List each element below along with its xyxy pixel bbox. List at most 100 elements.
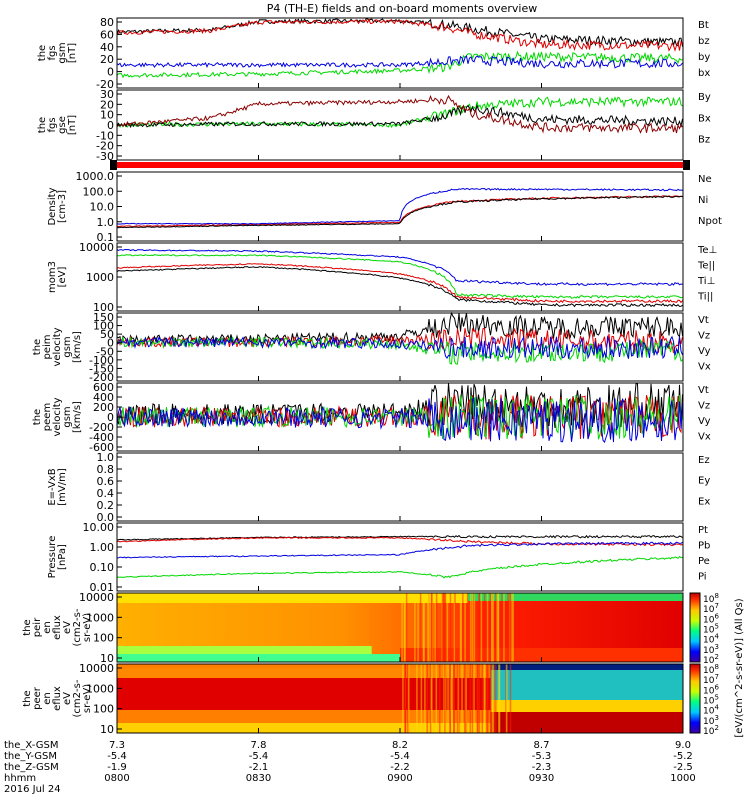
series-line-Vz <box>116 327 683 354</box>
y-tick-label: 100.0 <box>83 185 115 198</box>
legend-entry-Vy: Vy <box>698 346 711 357</box>
spectrogram-streak <box>503 593 505 662</box>
spectrogram-streak <box>509 664 512 733</box>
series-line-Ne <box>116 195 683 228</box>
xaxis-value: -2.3 <box>532 762 552 773</box>
y-tick-label: 0 <box>107 66 114 79</box>
spectrogram-streak <box>405 593 408 662</box>
spectrogram-streak <box>426 664 429 733</box>
spectrogram-streak <box>496 593 498 662</box>
spectrogram-streak <box>492 593 495 662</box>
spectrogram-streak <box>473 593 476 662</box>
legend-entry-Vt: Vt <box>698 385 709 396</box>
series-line-by <box>116 50 683 79</box>
xaxis-row-label: the_Y-GSM <box>4 751 57 762</box>
xaxis-value: -2.5 <box>673 762 693 773</box>
legend-entry-bz: bz <box>698 36 710 47</box>
y-tick-label: 50 <box>100 328 114 341</box>
y-tick-label: 400 <box>93 391 114 404</box>
y-tick-label: 0.1 <box>97 231 115 244</box>
panel-10: 10000 1000 100 10 the peer en eflux eV (cm2-s-sr-… <box>22 662 684 736</box>
xaxis-value: -1.9 <box>107 762 127 773</box>
spectrogram-streak <box>403 593 406 662</box>
series-line-Pe <box>116 555 683 579</box>
legend-entry-Pb: Pb <box>698 541 710 552</box>
y-tick-label: 0 <box>107 119 114 132</box>
y-axis-label: [cm-3] <box>57 190 68 223</box>
spectrogram-streak <box>497 593 500 662</box>
y-axis-label: peem <box>42 403 53 431</box>
colorbar-1 <box>689 663 701 734</box>
spectrogram-streak <box>427 593 429 662</box>
spectrogram-streak <box>483 664 485 733</box>
panel-4: 10000 1000 100 mom3 [eV] Te⊥ Te|| Ti⊥ Ti|| <box>47 241 717 314</box>
y-tick-label: 100 <box>93 632 114 645</box>
xaxis-value: 0930 <box>529 773 554 784</box>
series-line-Ni <box>116 195 683 229</box>
spectrogram-streak <box>486 593 489 662</box>
xaxis-value: -5.4 <box>390 751 410 762</box>
spectrogram-streak <box>414 593 416 662</box>
spectrogram-streak <box>443 664 445 733</box>
panel-frame <box>116 171 684 242</box>
series-line-Ti⊥ <box>116 248 683 287</box>
colorbar-tick-exponent: 8 <box>714 663 718 671</box>
spectrogram-streak <box>435 664 438 733</box>
xaxis-value: 0830 <box>246 773 271 784</box>
spectrogram-streak <box>420 664 423 733</box>
spectrogram-streak <box>466 593 469 662</box>
y-tick-label: 1.0 <box>97 451 115 464</box>
spectrogram-streak <box>480 593 483 662</box>
xaxis-value: 1000 <box>670 773 695 784</box>
spectrogram-streak <box>464 664 466 733</box>
electron-spectrogram-mid <box>490 700 683 712</box>
legend-entry-Ti||: Ti|| <box>697 292 713 303</box>
y-axis-label: en <box>42 692 53 705</box>
spectrogram-streak <box>464 593 466 662</box>
legend-entry-Vx: Vx <box>698 362 711 373</box>
legend-entry-Vz: Vz <box>698 331 710 342</box>
y-tick-label: -10 <box>96 129 114 142</box>
y-tick-label: 10.00 <box>83 521 115 534</box>
y-axis-label: peim <box>42 334 53 359</box>
electron-spectrogram-top <box>490 664 683 670</box>
y-axis-label: [nT] <box>67 115 78 135</box>
y-tick-label: 0.2 <box>97 499 115 512</box>
colorbar-label: [eV/(cm^2-s-sr-eV)] (All Qs) <box>734 598 745 737</box>
spectrogram-streak <box>447 664 449 733</box>
xaxis-value: 7.8 <box>251 740 267 751</box>
series-line-Pt <box>116 534 683 541</box>
y-axis-label: the <box>37 45 48 61</box>
y-axis-label: (cm2-s- <box>72 679 83 717</box>
y-tick-label: 60 <box>100 28 114 41</box>
spectrogram-streak <box>404 664 407 733</box>
y-axis-label: the <box>32 339 43 355</box>
series-line-Te⊥ <box>116 263 683 304</box>
colorbar-tick-exponent: 2 <box>714 724 718 732</box>
legend-entry-Ey: Ey <box>698 476 710 487</box>
y-tick-label: 0.10 <box>90 561 115 574</box>
spectrogram-streak <box>449 593 452 662</box>
xaxis-value: 7.3 <box>109 740 125 751</box>
spectrogram-streak <box>422 593 425 662</box>
y-tick-label: -50 <box>96 345 114 358</box>
legend-entry-By: By <box>698 92 711 103</box>
xaxis-row-label: hhmm <box>4 773 36 784</box>
series-line-bx <box>116 55 683 70</box>
xaxis-value: -5.4 <box>107 751 127 762</box>
y-tick-label: -150 <box>89 362 114 375</box>
spectrogram-streak <box>459 593 462 662</box>
electron-spectrogram-upper <box>117 668 491 678</box>
legend-entry-bx: bx <box>698 68 710 79</box>
y-tick-label: 1000 <box>86 271 114 284</box>
xaxis-value: 8.7 <box>534 740 550 751</box>
y-axis-label: sr-eV) <box>82 684 93 713</box>
colorbar-tick-exponent: 5 <box>714 623 718 631</box>
y-tick-label: 10 <box>100 723 114 736</box>
y-tick-label: -600 <box>89 441 114 454</box>
spectrogram-streak <box>417 593 419 662</box>
legend-entry-Pi: Pi <box>698 572 707 583</box>
spectrogram-streak <box>478 664 481 733</box>
